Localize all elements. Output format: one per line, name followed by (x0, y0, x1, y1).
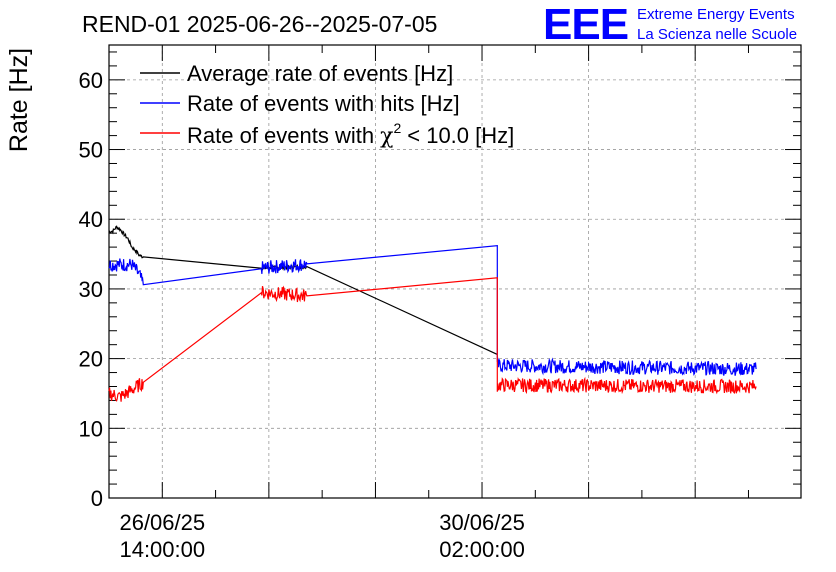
series-line-2 (108, 277, 757, 402)
legend-chi-symbol: χ (380, 124, 393, 149)
eee-logo-line1: Extreme Energy Events (637, 6, 795, 23)
x-tick-label-time: 14:00:00 (119, 537, 205, 562)
legend: Average rate of events [Hz] Rate of even… (140, 61, 514, 149)
y-tick-label: 20 (79, 347, 103, 372)
grid-lines (109, 45, 801, 498)
legend-label-average: Average rate of events [Hz] (187, 61, 453, 86)
x-tick-label-date: 26/06/25 (119, 510, 205, 535)
y-axis-ticks: 0 10 20 30 40 50 60 (79, 51, 801, 511)
eee-logo-letters: EEE (543, 0, 628, 49)
y-tick-label: 10 (79, 416, 103, 441)
plot-frame (108, 44, 802, 499)
y-tick-label: 60 (79, 68, 103, 93)
y-tick-label: 0 (91, 486, 103, 511)
y-tick-label: 30 (79, 277, 103, 302)
legend-chi2-suffix: < 10.0 [Hz] (407, 123, 514, 148)
legend-chi-superscript: 2 (393, 120, 401, 136)
x-tick-label-time: 02:00:00 (439, 537, 525, 562)
legend-chi2-text: Rate of events with (187, 123, 374, 148)
series-line-1 (108, 245, 757, 376)
legend-label-chi2: Rate of events with χ2 < 10.0 [Hz] (187, 120, 514, 149)
chart-title: REND-01 2025-06-26--2025-07-05 (82, 11, 437, 37)
x-tick-label-date: 30/06/25 (439, 510, 525, 535)
legend-label-hits: Rate of events with hits [Hz] (187, 91, 460, 116)
series-lines (108, 225, 757, 402)
y-tick-label: 40 (79, 207, 103, 232)
eee-logo-line2: La Scienza nelle Scuole (637, 26, 797, 43)
y-axis-label: Rate [Hz] (5, 48, 33, 152)
y-tick-label: 50 (79, 138, 103, 163)
